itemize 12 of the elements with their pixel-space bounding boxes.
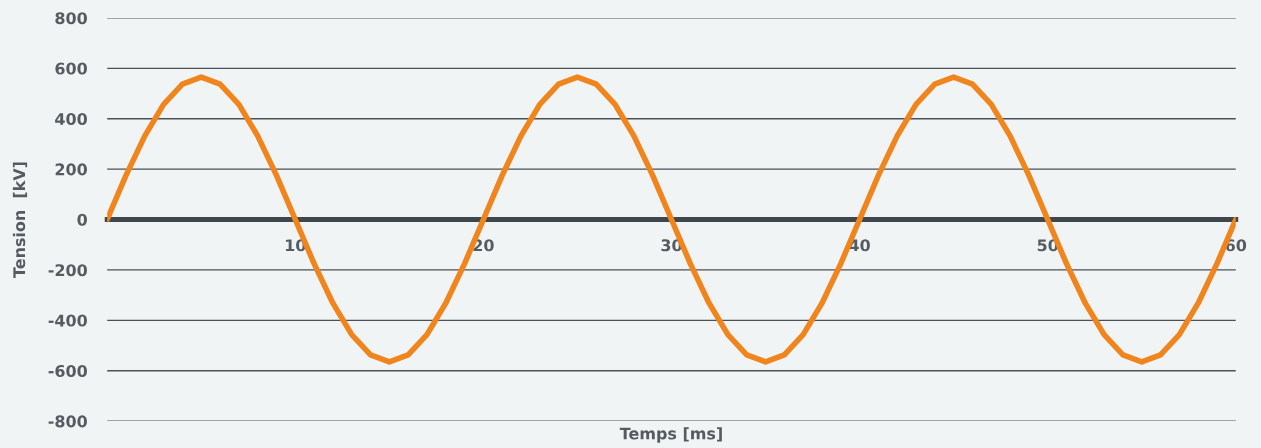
y-tick-label: 600	[55, 62, 87, 75]
y-tick-label: 400	[55, 112, 87, 126]
x-tick-label: 40	[849, 239, 870, 252]
y-tick-label: 800	[55, 12, 87, 25]
y-tick-label: 200	[55, 163, 87, 176]
y-tick-label: 0	[77, 213, 87, 226]
y-tick-label: -200	[48, 264, 87, 277]
x-axis-title: Temps [ms]	[619, 427, 722, 443]
y-axis-title: Tension [kV]	[12, 162, 28, 278]
y-tick-label: -400	[48, 314, 87, 327]
y-tick-label: -600	[48, 364, 87, 378]
y-tick-label: -800	[48, 415, 87, 428]
